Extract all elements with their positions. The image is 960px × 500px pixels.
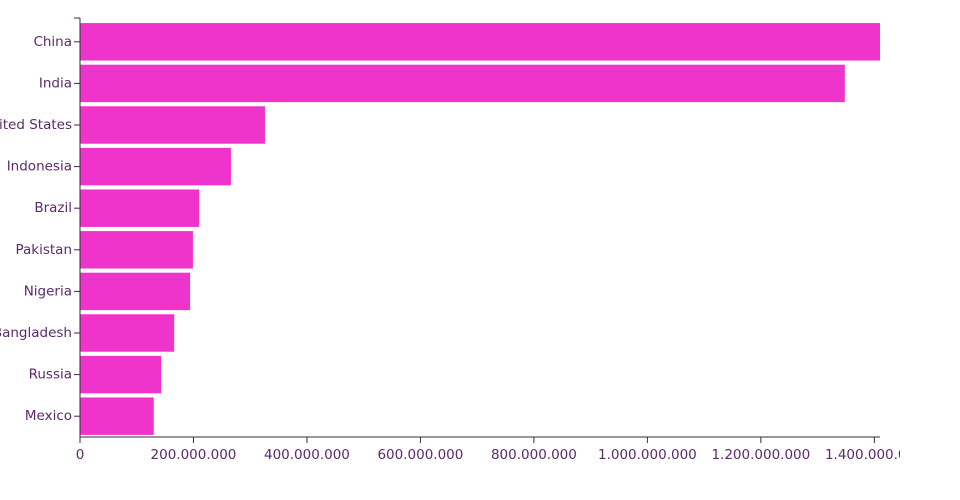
x-tick-label: 200.000.000	[151, 447, 237, 463]
x-tick-label: 1.000.000.000	[598, 447, 697, 463]
y-tick-label: Indonesia	[7, 159, 72, 175]
x-tick-label: 1.400.000.000	[825, 447, 900, 463]
bar	[80, 355, 162, 394]
y-tick-label: Mexico	[25, 408, 72, 424]
bar	[80, 23, 880, 61]
y-tick-label: Brazil	[34, 200, 72, 216]
y-tick-label: China	[33, 34, 72, 50]
bar	[80, 64, 845, 103]
bar	[80, 314, 175, 352]
x-tick-label: 800.000.000	[491, 447, 577, 463]
bar	[80, 231, 193, 269]
x-tick-label: 600.000.000	[377, 447, 463, 463]
y-tick-label: Russia	[29, 367, 72, 383]
bar	[80, 272, 191, 311]
bar	[80, 189, 200, 227]
y-tick-label: Nigeria	[24, 283, 72, 299]
x-tick-label: 400.000.000	[264, 447, 350, 463]
y-tick-label: United States	[0, 117, 72, 133]
x-tick-label: 0	[76, 447, 85, 463]
y-tick-label: India	[39, 75, 72, 91]
y-tick-label: Bangladesh	[0, 325, 72, 341]
chart: China India United States Indonesia Brazil Pa…	[0, 17, 900, 463]
y-tick-label: Pakistan	[15, 242, 72, 258]
bar	[80, 397, 154, 435]
bar	[80, 106, 265, 144]
x-tick-label: 1.200.000.000	[711, 447, 810, 463]
bar	[80, 147, 231, 186]
